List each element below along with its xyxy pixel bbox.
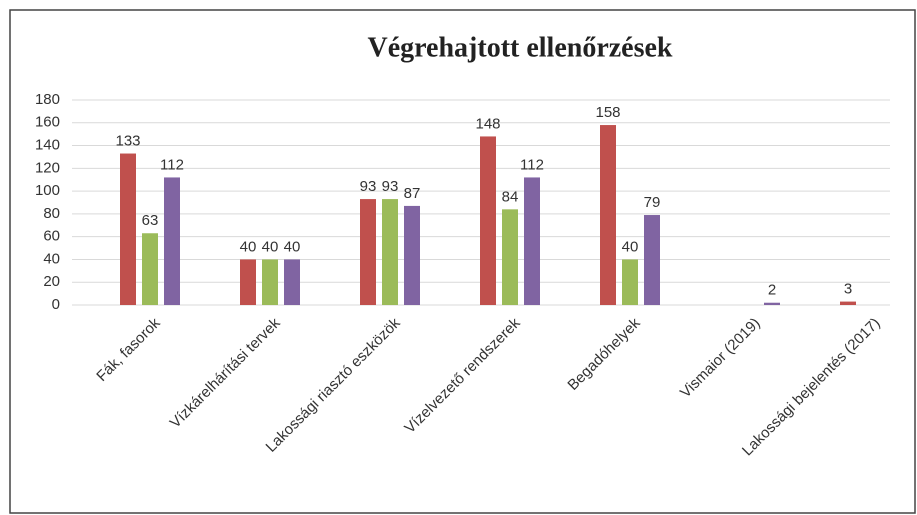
bar [600, 125, 616, 305]
data-label: 79 [644, 194, 661, 211]
data-label: 158 [595, 104, 620, 121]
bar [164, 177, 180, 305]
bar [382, 199, 398, 305]
y-tick-label: 0 [52, 296, 60, 313]
y-tick-label: 40 [43, 250, 60, 267]
data-label: 133 [115, 132, 140, 149]
bar [502, 209, 518, 305]
bar [644, 215, 660, 305]
y-tick-label: 100 [35, 182, 60, 199]
bar [524, 177, 540, 305]
bar [142, 233, 158, 305]
data-label: 87 [404, 185, 421, 202]
data-label: 63 [142, 212, 159, 229]
bar [404, 205, 420, 305]
data-label: 93 [382, 178, 399, 195]
data-label: 40 [240, 238, 257, 255]
y-tick-label: 80 [43, 205, 60, 222]
data-label: 40 [284, 238, 301, 255]
y-tick-label: 20 [43, 273, 60, 290]
data-label: 112 [160, 156, 184, 173]
bar [622, 259, 638, 305]
data-label: 148 [475, 115, 500, 132]
chart-frame [9, 9, 916, 514]
bar [240, 259, 256, 305]
y-tick-label: 120 [35, 159, 60, 176]
bar [360, 199, 376, 305]
y-tick-label: 60 [43, 228, 60, 245]
data-label: 40 [262, 238, 279, 255]
data-label: 2 [768, 282, 776, 299]
chart-title: Végrehajtott ellenőrzések [367, 32, 672, 63]
bar [120, 153, 136, 305]
y-tick-label: 180 [35, 91, 60, 108]
bar [262, 259, 278, 305]
bar [480, 136, 496, 305]
bar [764, 302, 780, 305]
bar [284, 259, 300, 305]
data-label: 3 [844, 281, 852, 298]
data-label: 112 [520, 156, 544, 173]
data-label: 84 [502, 188, 519, 205]
y-tick-label: 140 [35, 137, 60, 154]
y-tick-label: 160 [35, 114, 60, 131]
data-label: 93 [360, 178, 377, 195]
bar [840, 301, 856, 305]
data-label: 40 [622, 238, 639, 255]
